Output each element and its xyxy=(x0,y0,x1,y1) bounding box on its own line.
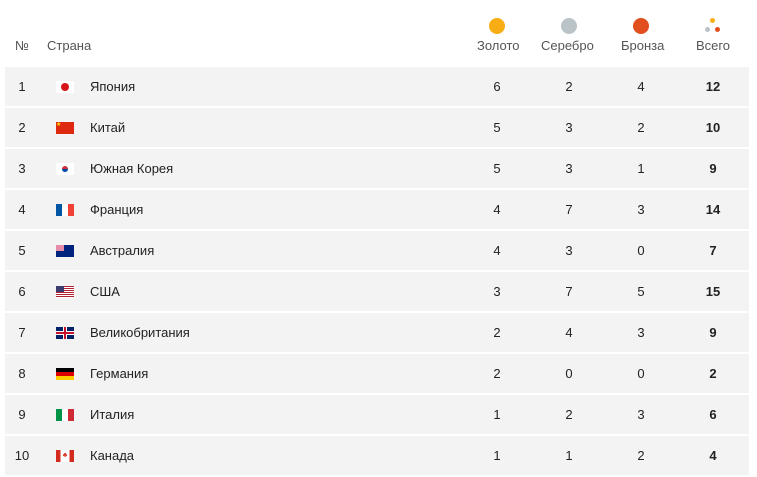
total-count: 9 xyxy=(709,161,717,176)
flag-uk-icon xyxy=(56,327,74,339)
bronze-count: 5 xyxy=(637,284,645,299)
table-row[interactable]: 6 США 3 7 5 15 xyxy=(5,272,749,311)
silver-count: 7 xyxy=(565,284,573,299)
table-row[interactable]: 4 Франция 4 7 3 14 xyxy=(5,190,749,229)
bronze-count: 2 xyxy=(637,120,645,135)
header-total[interactable]: Всего xyxy=(695,38,731,53)
country-name[interactable]: Великобритания xyxy=(90,325,190,340)
country-name[interactable]: Германия xyxy=(90,366,149,381)
gold-count: 2 xyxy=(493,366,501,381)
header-gold[interactable]: Золото xyxy=(477,38,520,53)
gold-count: 5 xyxy=(493,161,501,176)
total-count: 15 xyxy=(705,284,721,299)
table-row[interactable]: 9 Италия 1 2 3 6 xyxy=(5,395,749,434)
bronze-count: 0 xyxy=(637,243,645,258)
bronze-count: 1 xyxy=(637,161,645,176)
rank: 5 xyxy=(18,243,26,258)
bronze-count: 2 xyxy=(637,448,645,463)
flag-france-icon xyxy=(56,204,74,216)
total-count: 14 xyxy=(705,202,721,217)
total-count: 10 xyxy=(705,120,721,135)
gold-count: 2 xyxy=(493,325,501,340)
country-name[interactable]: Франция xyxy=(90,202,144,217)
country-name[interactable]: США xyxy=(90,284,120,299)
gold-count: 5 xyxy=(493,120,501,135)
silver-count: 0 xyxy=(565,366,573,381)
gold-count: 4 xyxy=(493,243,501,258)
table-row[interactable]: 2 ★ Китай 5 3 2 10 xyxy=(5,108,749,147)
flag-germany-icon xyxy=(56,368,74,380)
rank: 2 xyxy=(18,120,26,135)
silver-count: 3 xyxy=(565,243,573,258)
flag-south-korea-icon xyxy=(56,163,74,175)
rank: 9 xyxy=(18,407,26,422)
flag-canada-icon: ♣ xyxy=(56,450,74,462)
gold-count: 1 xyxy=(493,448,501,463)
silver-count: 2 xyxy=(565,79,573,94)
country-name[interactable]: Япония xyxy=(90,79,136,94)
rank: 6 xyxy=(18,284,26,299)
flag-japan-icon xyxy=(56,81,74,93)
gold-count: 4 xyxy=(493,202,501,217)
flag-usa-icon xyxy=(56,286,74,298)
total-count: 2 xyxy=(709,366,717,381)
table-row[interactable]: 7 Великобритания 2 4 3 9 xyxy=(5,313,749,352)
table-row[interactable]: 5 Австралия 4 3 0 7 xyxy=(5,231,749,270)
rank: 3 xyxy=(18,161,26,176)
silver-medal-icon xyxy=(561,18,577,34)
total-count: 9 xyxy=(709,325,717,340)
flag-china-icon: ★ xyxy=(56,122,74,134)
gold-medal-icon xyxy=(489,18,505,34)
total-count: 12 xyxy=(705,79,721,94)
country-name[interactable]: Австралия xyxy=(90,243,155,258)
rank: 8 xyxy=(18,366,26,381)
header-silver[interactable]: Серебро xyxy=(541,38,594,53)
bronze-count: 0 xyxy=(637,366,645,381)
total-count: 7 xyxy=(709,243,717,258)
country-name[interactable]: Италия xyxy=(90,407,135,422)
table-row[interactable]: 1 Япония 6 2 4 12 xyxy=(5,67,749,106)
header-num: № xyxy=(15,38,29,53)
silver-count: 4 xyxy=(565,325,573,340)
table-row[interactable]: 10 ♣ Канада 1 1 2 4 xyxy=(5,436,749,475)
gold-count: 3 xyxy=(493,284,501,299)
bronze-count: 3 xyxy=(637,325,645,340)
silver-count: 3 xyxy=(565,120,573,135)
country-name[interactable]: Южная Корея xyxy=(90,161,174,176)
bronze-count: 4 xyxy=(637,79,645,94)
rank: 7 xyxy=(18,325,26,340)
total-count: 6 xyxy=(709,407,717,422)
header-country: Страна xyxy=(47,38,92,53)
flag-italy-icon xyxy=(56,409,74,421)
total-count: 4 xyxy=(709,448,717,463)
medal-table: 1 Япония 6 2 4 12 2 ★ Китай 5 3 2 10 3 Южн… xyxy=(5,67,749,477)
rank: 4 xyxy=(18,202,26,217)
country-name[interactable]: Канада xyxy=(90,448,135,463)
all-medals-icon xyxy=(704,18,722,34)
silver-count: 1 xyxy=(565,448,573,463)
bronze-medal-icon xyxy=(633,18,649,34)
bronze-count: 3 xyxy=(637,202,645,217)
silver-count: 3 xyxy=(565,161,573,176)
table-row[interactable]: 8 Германия 2 0 0 2 xyxy=(5,354,749,393)
gold-count: 1 xyxy=(493,407,501,422)
rank: 10 xyxy=(14,448,30,463)
rank: 1 xyxy=(18,79,26,94)
table-row[interactable]: 3 Южная Корея 5 3 1 9 xyxy=(5,149,749,188)
header-bronze[interactable]: Бронза xyxy=(621,38,665,53)
table-header: № Страна Золото Серебро Бронза Всего xyxy=(0,0,757,67)
gold-count: 6 xyxy=(493,79,501,94)
country-name[interactable]: Китай xyxy=(90,120,126,135)
flag-australia-icon xyxy=(56,245,74,257)
bronze-count: 3 xyxy=(637,407,645,422)
silver-count: 2 xyxy=(565,407,573,422)
silver-count: 7 xyxy=(565,202,573,217)
